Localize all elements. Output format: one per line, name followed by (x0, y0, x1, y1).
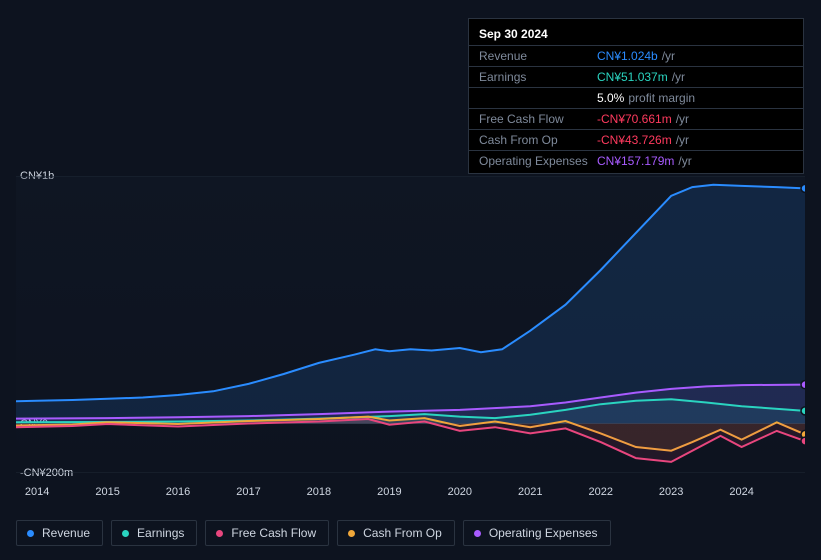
series-end-marker (801, 381, 805, 389)
series-end-marker (801, 437, 805, 445)
tooltip-row-value: 5.0%profit margin (597, 90, 695, 106)
legend-item[interactable]: Revenue (16, 520, 103, 546)
tooltip-row: RevenueCN¥1.024b/yr (469, 45, 803, 66)
x-axis-label: 2019 (377, 486, 401, 498)
legend-dot-icon (348, 530, 355, 537)
legend-label: Operating Expenses (489, 526, 598, 540)
series-end-marker (801, 407, 805, 415)
legend-dot-icon (122, 530, 129, 537)
tooltip-row-label: Free Cash Flow (479, 111, 597, 127)
tooltip-row-suffix: /yr (676, 112, 689, 126)
x-axis-label: 2024 (729, 486, 753, 498)
x-axis-label: 2018 (307, 486, 331, 498)
tooltip-row-suffix: /yr (672, 70, 685, 84)
tooltip-row-suffix: /yr (662, 49, 675, 63)
tooltip-row-suffix: profit margin (628, 91, 695, 105)
x-axis-label: 2017 (236, 486, 260, 498)
legend-dot-icon (216, 530, 223, 537)
legend-label: Cash From Op (363, 526, 442, 540)
data-tooltip: Sep 30 2024 RevenueCN¥1.024b/yrEarningsC… (468, 18, 804, 174)
legend-item[interactable]: Operating Expenses (463, 520, 611, 546)
x-axis-label: 2023 (659, 486, 683, 498)
x-axis-label: 2020 (448, 486, 472, 498)
tooltip-row-value: CN¥1.024b/yr (597, 48, 675, 64)
series-end-marker (801, 184, 805, 192)
tooltip-row-label: Earnings (479, 69, 597, 85)
tooltip-row-value: -CN¥70.661m/yr (597, 111, 689, 127)
x-axis-label: 2021 (518, 486, 542, 498)
tooltip-row: 5.0%profit margin (469, 87, 803, 108)
legend-item[interactable]: Earnings (111, 520, 197, 546)
x-axis-label: 2014 (25, 486, 49, 498)
tooltip-row-value: CN¥51.037m/yr (597, 69, 685, 85)
tooltip-date: Sep 30 2024 (469, 25, 803, 45)
chart-legend: Revenue Earnings Free Cash Flow Cash From O… (16, 520, 611, 546)
tooltip-row-label: Revenue (479, 48, 597, 64)
legend-item[interactable]: Free Cash Flow (205, 520, 329, 546)
tooltip-row: EarningsCN¥51.037m/yr (469, 66, 803, 87)
legend-item[interactable]: Cash From Op (337, 520, 455, 546)
tooltip-row-label (479, 90, 597, 106)
legend-label: Revenue (42, 526, 90, 540)
legend-label: Earnings (137, 526, 184, 540)
x-axis-label: 2015 (95, 486, 119, 498)
financials-chart: CN¥1bCN¥0-CN¥200m 2014201520162017201820… (16, 158, 805, 503)
x-axis-label: 2022 (588, 486, 612, 498)
legend-label: Free Cash Flow (231, 526, 316, 540)
legend-dot-icon (27, 530, 34, 537)
tooltip-row: Free Cash Flow-CN¥70.661m/yr (469, 108, 803, 129)
tooltip-row: Cash From Op-CN¥43.726m/yr (469, 129, 803, 150)
tooltip-row-label: Cash From Op (479, 132, 597, 148)
chart-plot-area[interactable] (16, 176, 805, 473)
tooltip-row-suffix: /yr (676, 133, 689, 147)
tooltip-row-value: -CN¥43.726m/yr (597, 132, 689, 148)
x-axis-label: 2016 (166, 486, 190, 498)
legend-dot-icon (474, 530, 481, 537)
